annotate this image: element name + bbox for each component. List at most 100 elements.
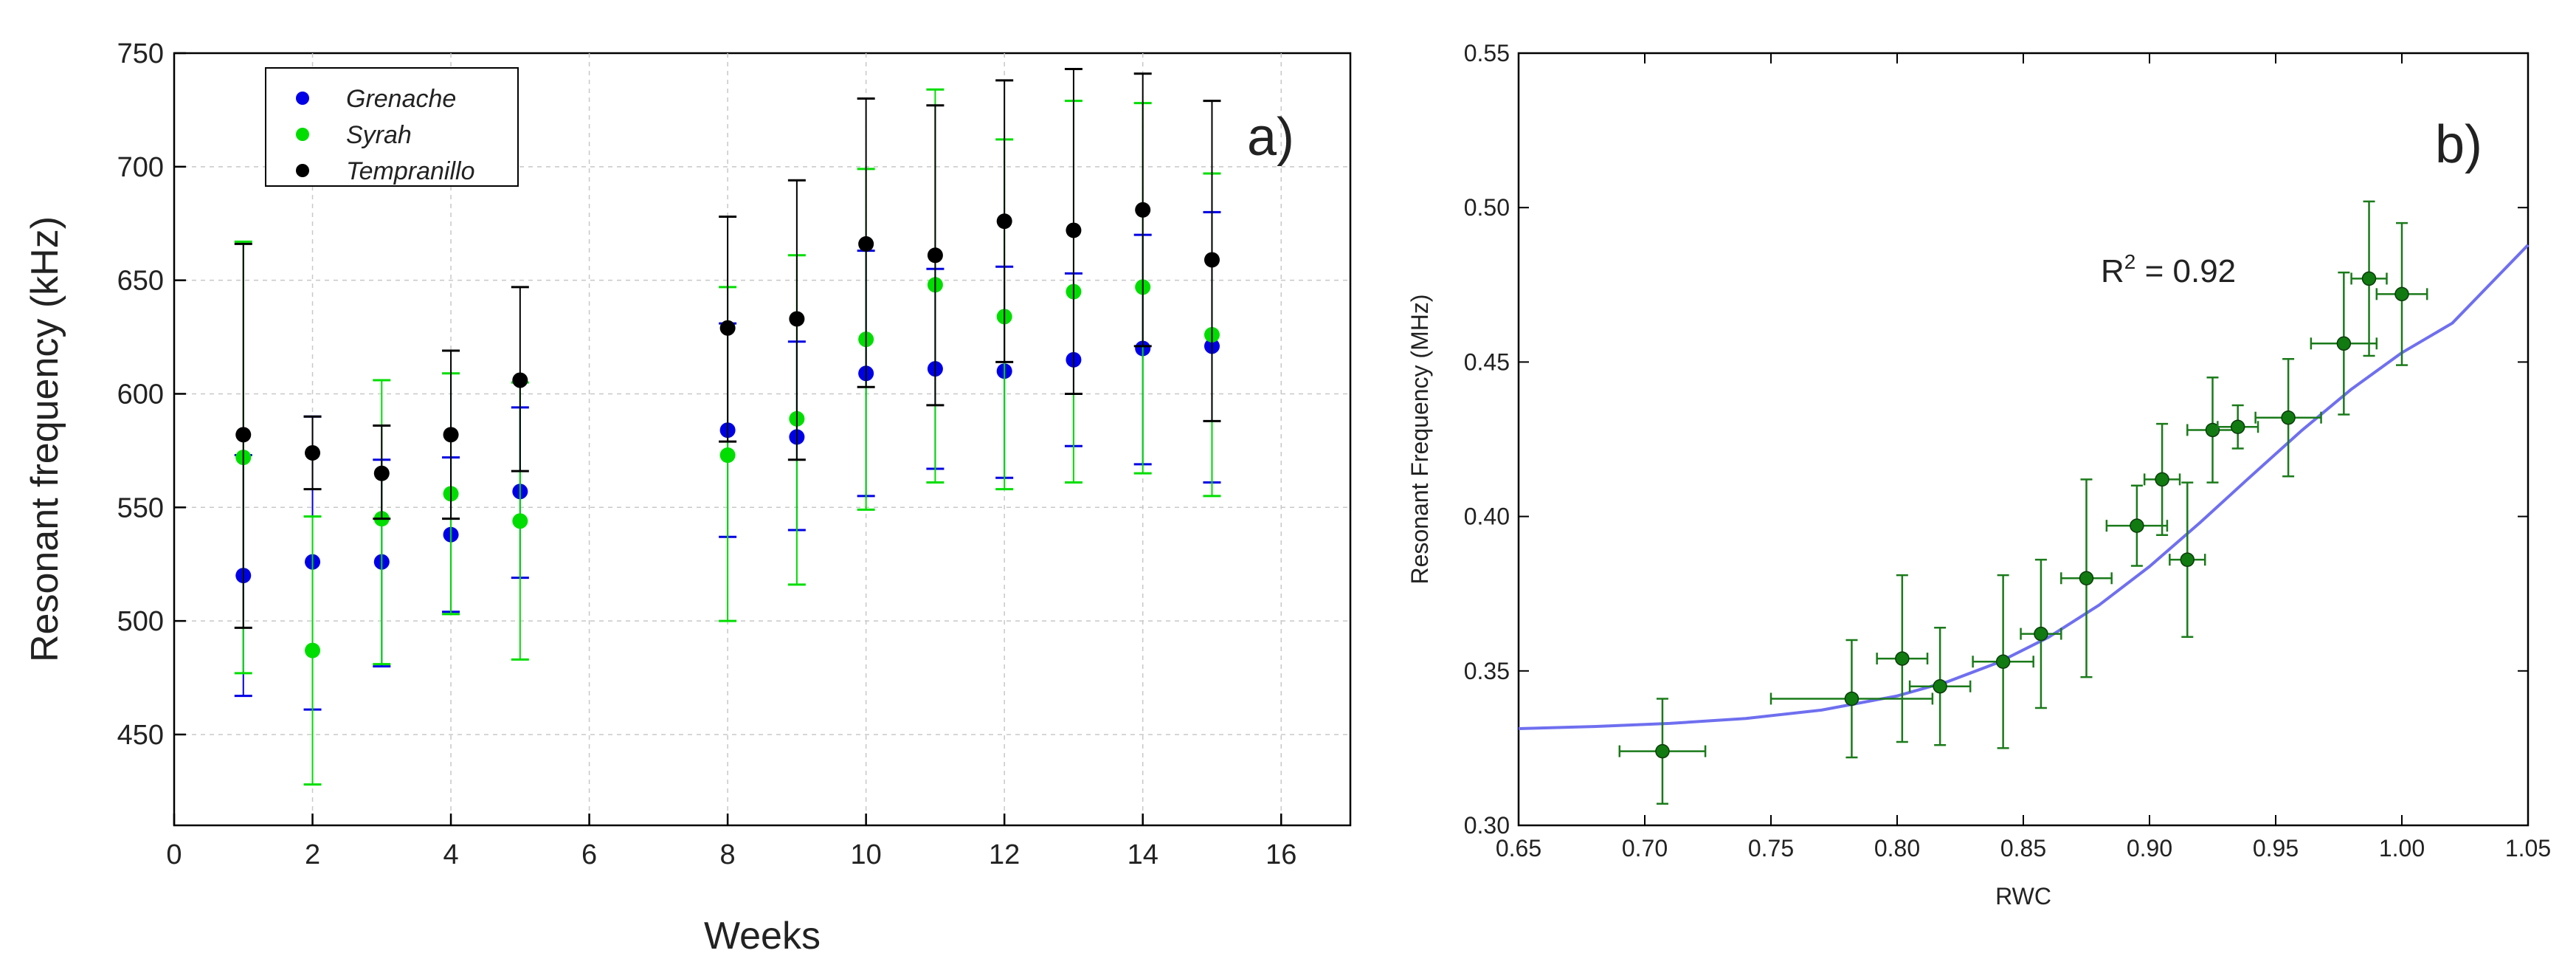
panel-b-frame [1517,52,2530,827]
annotation-sup: 2 [2124,250,2136,273]
y-tick-label: 0.45 [1464,348,1510,375]
panel-a-ticks: 0 2 4 6 8 10 12 14 16 450 500 550 600 650 700 750 [117,38,1297,870]
marker [1895,651,1910,666]
data-point [1618,698,1707,805]
marker-tempranillo [305,444,321,461]
marker-tempranillo [719,320,736,336]
marker-syrah [719,447,736,464]
y-tick-label: 750 [117,38,164,69]
x-tick-label: 10 [851,839,882,870]
data-point-tempranillo [995,79,1014,363]
x-tick-label: 14 [1128,839,1158,870]
y-tick-label: 0.35 [1464,658,1510,684]
panel-a: 0 2 4 6 8 10 12 14 16 450 500 550 600 650 700 750 Grena… [24,38,1352,957]
y-tick-label: 0.40 [1464,503,1510,530]
marker-tempranillo [858,235,874,252]
data-point [2060,478,2113,678]
panel-b-y-axis-label: Resonant Frequency (MHz) [1406,294,1433,584]
data-point [1876,574,1929,743]
marker-tempranillo [996,213,1012,230]
marker [2130,518,2144,533]
panel-b-label: b) [2435,115,2482,174]
panel-a-x-axis-label: Weeks [704,915,821,957]
y-tick-label: 700 [117,152,164,183]
marker-syrah [305,642,321,659]
legend-marker-syrah [296,128,309,141]
x-tick-label: 1.05 [2505,835,2551,862]
x-tick-label: 0.90 [2127,835,2172,862]
data-point [2020,558,2062,709]
data-point-tempranillo [787,179,806,461]
data-point [1769,639,1934,759]
panel-b-x-axis-label: RWC [1995,883,2051,910]
y-tick-label: 0.55 [1464,40,1510,66]
data-point-tempranillo [442,349,460,520]
legend-marker-grenache [296,92,309,105]
fit-annotation: R2 = 0.92 [2101,250,2236,289]
marker [2394,286,2409,302]
legend-box [265,67,519,187]
panel-a-label: a) [1247,108,1294,167]
y-tick-label: 650 [117,266,164,297]
marker [2180,552,2195,567]
data-point-tempranillo [303,415,322,491]
x-tick-label: 4 [443,839,458,870]
x-tick-label: 6 [581,839,597,870]
y-tick-label: 500 [117,606,164,637]
marker-tempranillo [1204,252,1220,268]
y-tick-label: 550 [117,492,164,523]
annotation-rest: = 0.92 [2135,253,2236,289]
marker [1995,654,2011,669]
data-point-tempranillo [373,424,391,520]
panel-b-data [1618,200,2428,805]
data-point-tempranillo [719,216,737,443]
marker-tempranillo [373,465,390,481]
x-tick-label: 8 [720,839,736,870]
panel-a-y-axis-label: Resonant frequency (kHz) [24,216,66,662]
legend-label-tempranillo: Tempranillo [346,157,475,185]
x-tick-label: 0.95 [2253,835,2299,862]
x-tick-label: 12 [989,839,1020,870]
y-tick-label: 0.50 [1464,194,1510,221]
data-point-tempranillo [857,97,875,388]
marker [2079,571,2094,586]
marker-tempranillo [789,311,805,327]
marker-tempranillo [1135,202,1151,218]
data-point [2105,484,2169,567]
legend-marker-tempranillo [296,164,309,177]
marker-syrah [512,513,528,529]
data-point [2217,404,2259,450]
data-point [1972,574,2034,749]
data-point [2186,377,2239,484]
x-tick-label: 0.65 [1496,835,1541,862]
data-point-tempranillo [1203,100,1221,422]
panel-b: 0.65 0.70 0.75 0.80 0.85 0.90 0.95 1.00 1.05 0.30… [1406,40,2551,910]
marker [1844,691,1860,706]
data-point [1908,626,1972,746]
data-point-tempranillo [234,242,252,629]
x-tick-label: 0.70 [1622,835,1668,862]
legend-label-grenache: Grenache [346,85,456,113]
data-point [2169,481,2206,639]
x-tick-label: 16 [1265,839,1296,870]
data-point [2254,357,2322,478]
x-tick-label: 1.00 [2379,835,2425,862]
marker [2336,336,2352,351]
marker [2034,626,2048,642]
marker [1933,678,1947,694]
x-tick-label: 0.75 [1748,835,1794,862]
legend-label-syrah: Syrah [346,121,412,149]
x-tick-label: 2 [305,839,320,870]
data-point [2310,271,2378,416]
marker-tempranillo [235,427,252,443]
y-tick-label: 0.30 [1464,812,1510,839]
data-point-tempranillo [511,286,529,472]
fit-curve [1518,244,2530,730]
data-point [2350,200,2388,357]
marker [2230,419,2245,435]
marker [2155,472,2169,487]
panel-a-legend: Grenache Syrah Tempranillo [265,67,519,187]
x-tick-label: 0.85 [2000,835,2046,862]
marker-tempranillo [443,427,459,443]
marker [2205,422,2220,438]
